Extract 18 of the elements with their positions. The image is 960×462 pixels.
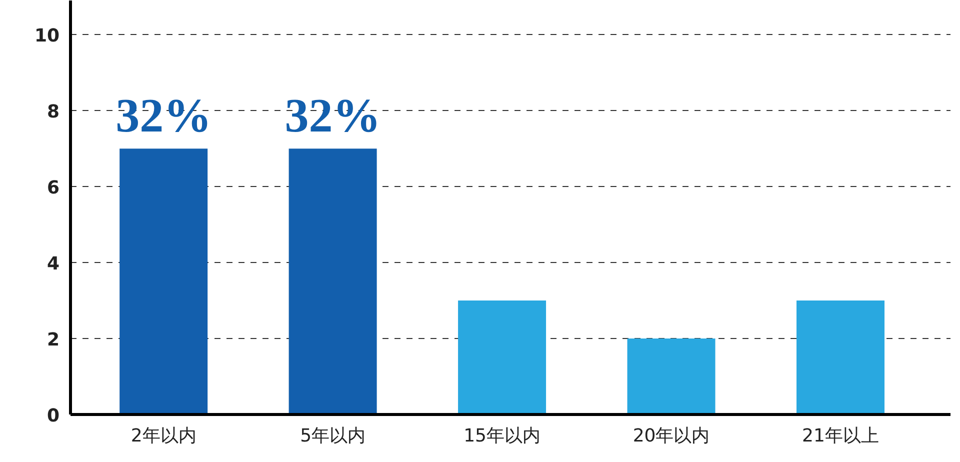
x-tick-label: 21年以上 <box>802 426 879 446</box>
annotation: 32% <box>116 90 212 143</box>
y-tick-label: 4 <box>46 254 60 275</box>
x-tick-label: 2年以内 <box>130 426 196 446</box>
x-tick-label: 5年以内 <box>300 426 366 446</box>
y-tick-label: 0 <box>46 406 60 426</box>
bar <box>796 300 884 414</box>
y-tick-label: 10 <box>34 26 60 47</box>
y-tick-label: 8 <box>46 102 60 123</box>
bar <box>288 148 377 414</box>
bar <box>120 148 208 414</box>
x-tick-label: 15年以内 <box>464 426 540 446</box>
bar <box>458 300 546 414</box>
y-tick-label: 2 <box>46 330 60 351</box>
annotation: 32% <box>284 90 381 143</box>
y-tick-label: 6 <box>46 178 60 199</box>
bar <box>627 338 716 414</box>
x-tick-label: 20年以内 <box>632 426 710 446</box>
